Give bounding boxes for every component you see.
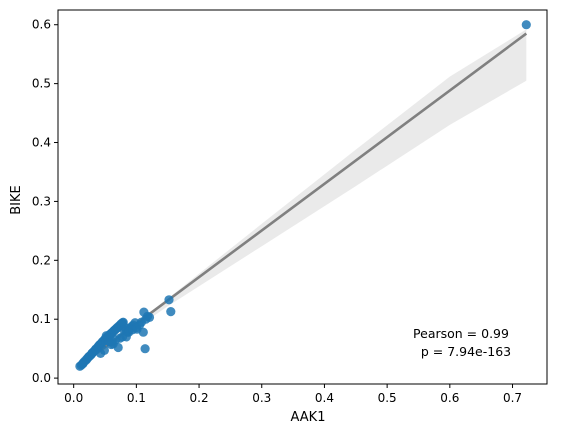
y-tick-label: 0.3 — [32, 194, 51, 208]
y-tick-label: 0.1 — [32, 312, 51, 326]
data-point — [144, 312, 155, 322]
data-point — [113, 342, 123, 353]
data-point — [96, 348, 106, 358]
x-tick-label: 0.7 — [503, 391, 522, 405]
data-point — [118, 332, 128, 342]
axes-layer: 0.0 0.1 0.2 0.3 0.4 0.5 0.6 0.7 0.0 0.1 0.2 0.3 0.4 0… — [32, 9, 548, 405]
data-point — [138, 327, 148, 337]
y-tick-label: 0.2 — [32, 253, 51, 267]
y-tick-label: 0.0 — [32, 371, 51, 385]
p-value-annotation: p = 7.94e-163 — [421, 344, 511, 359]
x-tick-label: 0.4 — [315, 391, 334, 405]
x-tick-label: 0.6 — [440, 391, 459, 405]
fit-line-layer — [79, 32, 528, 367]
scatter-points-layer — [75, 20, 531, 371]
x-tick-label: 0.1 — [127, 391, 146, 405]
y-tick-label: 0.6 — [32, 18, 51, 32]
y-tick-label: 0.5 — [32, 77, 51, 91]
data-point — [521, 20, 531, 30]
data-point — [140, 344, 150, 354]
data-point — [131, 322, 141, 333]
x-tick-label: 0.5 — [378, 391, 397, 405]
pearson-annotation: Pearson = 0.99 — [413, 326, 509, 341]
y-tick-label: 0.4 — [32, 136, 51, 150]
x-tick-label: 0.0 — [64, 391, 83, 405]
plot-frame — [57, 9, 548, 385]
y-axis-label: BIKE — [9, 185, 24, 215]
x-tick-label: 0.2 — [190, 391, 209, 405]
regression-line — [79, 32, 528, 367]
data-point — [164, 295, 174, 305]
x-tick-label: 0.3 — [252, 391, 271, 405]
data-point — [166, 307, 176, 317]
data-point — [106, 339, 116, 350]
x-axis-label: AAK1 — [291, 410, 326, 425]
